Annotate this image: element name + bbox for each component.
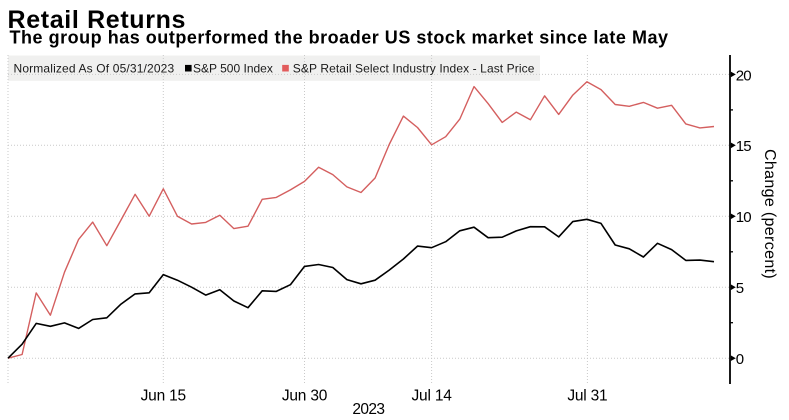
svg-text:2023: 2023 (352, 401, 384, 418)
svg-text:Change (percent): Change (percent) (761, 149, 778, 279)
svg-text:Retail Returns: Retail Returns (8, 6, 187, 34)
svg-text:S&P Retail Select Industry Ind: S&P Retail Select Industry Index - Last … (293, 62, 535, 76)
svg-text:0: 0 (736, 351, 744, 368)
svg-text:Jul 31: Jul 31 (567, 387, 607, 404)
svg-text:Jun 30: Jun 30 (282, 387, 328, 404)
svg-text:Jun 15: Jun 15 (141, 387, 186, 404)
svg-text:5: 5 (736, 280, 744, 297)
svg-text:15: 15 (736, 138, 752, 155)
svg-text:S&P 500 Index: S&P 500 Index (193, 62, 273, 76)
svg-text:The group has outperformed the: The group has outperformed the broader U… (10, 28, 669, 48)
svg-text:10: 10 (736, 209, 752, 226)
svg-text:Jul 14: Jul 14 (412, 387, 453, 404)
svg-text:Normalized As Of 05/31/2023: Normalized As Of 05/31/2023 (14, 62, 175, 76)
svg-text:20: 20 (736, 67, 752, 84)
